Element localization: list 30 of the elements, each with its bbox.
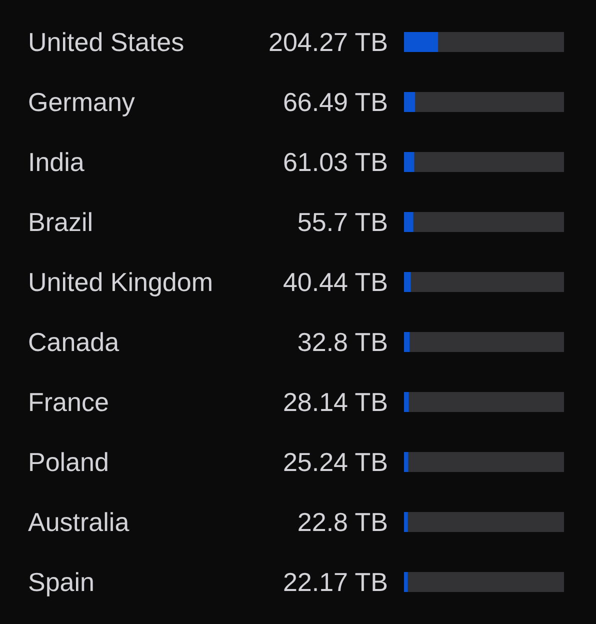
y-tick-label: Poland <box>28 447 109 478</box>
y-tick-label: Germany <box>28 87 135 118</box>
y-tick-label: France <box>28 387 109 418</box>
bar <box>404 212 414 232</box>
data-label: 25.24 TB <box>282 447 388 478</box>
bar <box>404 392 409 412</box>
data-label: 22.8 TB <box>297 507 388 538</box>
y-tick-label: Spain <box>28 567 94 598</box>
bar <box>404 512 408 532</box>
bar <box>404 572 408 592</box>
data-label: 28.14 TB <box>282 387 388 418</box>
data-label: 32.8 TB <box>297 327 388 358</box>
data-label: 204.27 TB <box>268 27 388 58</box>
data-label: 61.03 TB <box>282 147 388 178</box>
bar <box>404 92 416 112</box>
y-tick-label: India <box>28 147 85 178</box>
data-label: 22.17 TB <box>282 567 388 598</box>
data-label: 55.7 TB <box>297 207 388 238</box>
bar <box>404 32 438 52</box>
y-tick-label: United States <box>28 27 184 58</box>
bar <box>404 152 414 172</box>
data-label: 40.44 TB <box>282 267 388 298</box>
y-tick-label: United Kingdom <box>28 267 213 298</box>
bar <box>404 272 411 292</box>
y-tick-label: Canada <box>28 327 120 358</box>
bar <box>404 452 408 472</box>
y-tick-label: Brazil <box>28 207 94 238</box>
data-label: 66.49 TB <box>282 87 388 118</box>
bar <box>404 332 410 352</box>
y-tick-label: Australia <box>28 507 130 538</box>
